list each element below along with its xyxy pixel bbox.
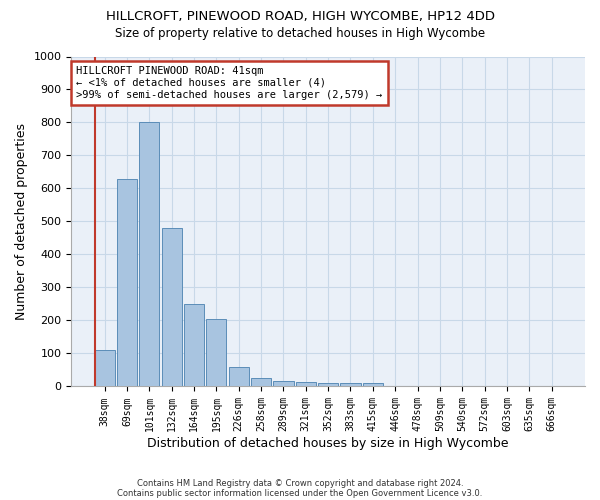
Bar <box>363 383 383 386</box>
Bar <box>229 366 249 386</box>
Text: Size of property relative to detached houses in High Wycombe: Size of property relative to detached ho… <box>115 28 485 40</box>
Bar <box>251 378 271 386</box>
Text: Contains public sector information licensed under the Open Government Licence v3: Contains public sector information licen… <box>118 488 482 498</box>
Bar <box>340 383 361 386</box>
Bar <box>318 383 338 386</box>
Text: Contains HM Land Registry data © Crown copyright and database right 2024.: Contains HM Land Registry data © Crown c… <box>137 478 463 488</box>
Bar <box>296 382 316 386</box>
Bar <box>184 304 204 386</box>
Bar <box>206 319 226 386</box>
Bar <box>95 350 115 387</box>
Bar <box>274 380 293 386</box>
X-axis label: Distribution of detached houses by size in High Wycombe: Distribution of detached houses by size … <box>148 437 509 450</box>
Bar <box>161 228 182 386</box>
Y-axis label: Number of detached properties: Number of detached properties <box>15 123 28 320</box>
Text: HILLCROFT, PINEWOOD ROAD, HIGH WYCOMBE, HP12 4DD: HILLCROFT, PINEWOOD ROAD, HIGH WYCOMBE, … <box>106 10 494 23</box>
Text: HILLCROFT PINEWOOD ROAD: 41sqm
← <1% of detached houses are smaller (4)
>99% of : HILLCROFT PINEWOOD ROAD: 41sqm ← <1% of … <box>76 66 383 100</box>
Bar <box>139 122 160 386</box>
Bar <box>117 178 137 386</box>
